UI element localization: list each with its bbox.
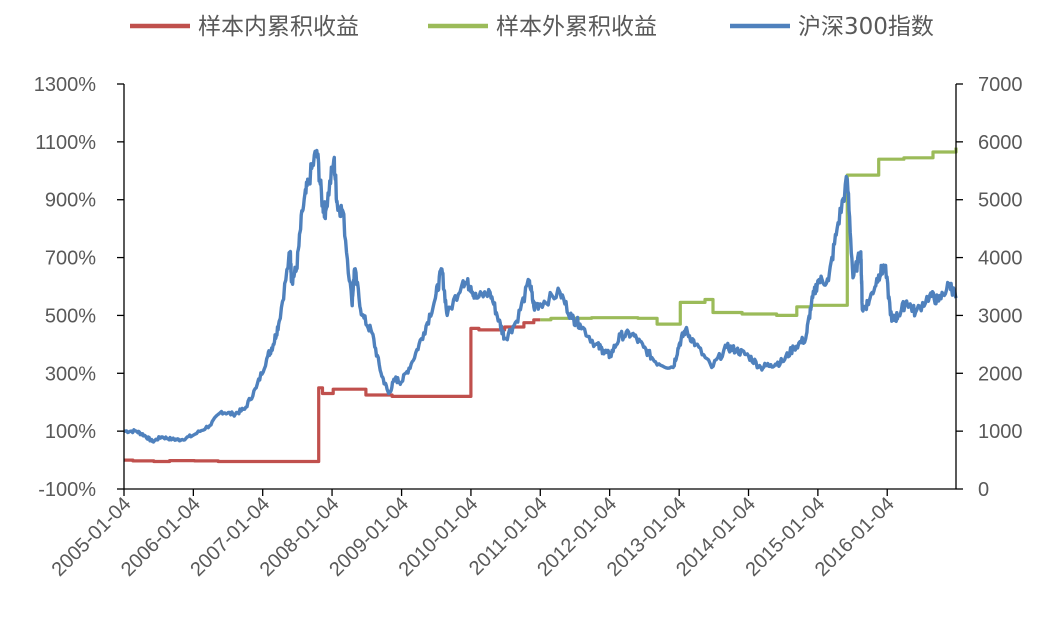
right-y-tick-label: 4000 [978,248,1023,270]
legend-label: 样本内累积收益 [198,14,359,40]
legend: 样本内累积收益 样本外累积收益 沪深300指数 [130,14,934,40]
left-y-tick-label: 900% [45,190,96,212]
left-y-tick-label: 700% [45,248,96,270]
right-y-tick-label: 7000 [978,74,1023,96]
right-y-tick-label: 2000 [978,363,1023,385]
series-layer [123,147,958,464]
right-y-tick-label: 5000 [978,190,1023,212]
left-y-tick-label: 1300% [34,74,96,96]
right-y-tick-label: 0 [978,479,989,501]
left-y-tick-label: -100% [38,479,96,501]
right-y-tick-label: 6000 [978,132,1023,154]
right-y-tick-label: 1000 [978,421,1023,443]
left-y-tick-label: 500% [45,305,96,327]
legend-label: 沪深300指数 [798,14,934,40]
series-line-3 [123,148,958,444]
axes: -100% 100% 300% 500% 700% 900% 1100% 1300% 0 1000… [34,74,1023,581]
left-y-tick-label: 100% [45,421,96,443]
legend-label: 样本外累积收益 [496,14,657,40]
right-y-tick-label: 3000 [978,305,1023,327]
plot-area [123,147,958,464]
left-y-tick-label: 300% [45,363,96,385]
series-line-2 [540,147,958,326]
left-y-tick-label: 1100% [35,132,96,154]
series-line-1 [124,318,541,464]
